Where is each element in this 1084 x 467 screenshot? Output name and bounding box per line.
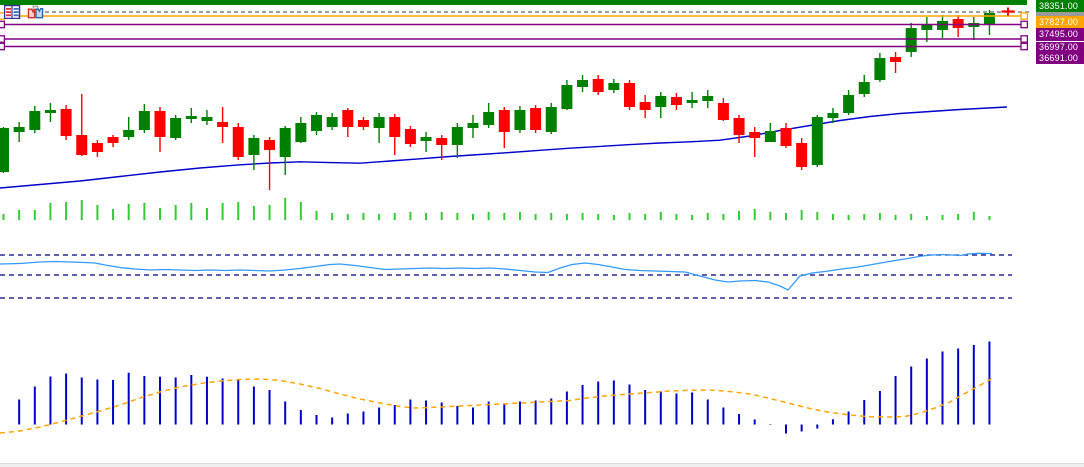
candle-body: [639, 102, 651, 110]
candle-body: [858, 82, 870, 94]
candle-body: [624, 83, 635, 107]
candle-body: [592, 79, 604, 92]
window-bottom-edge: [0, 462, 1084, 467]
candle-body: [138, 111, 150, 130]
candle-body: [514, 110, 526, 130]
macd-signal-line: [0, 377, 994, 434]
price-label-37827: 37827.00: [1036, 15, 1084, 28]
candle-body: [530, 108, 542, 130]
candle-body: [827, 113, 839, 118]
candle-body: [811, 117, 823, 165]
line-handle[interactable]: [1020, 42, 1029, 51]
gray-level-label-strip: [1036, 12, 1084, 16]
candle-body: [373, 117, 385, 128]
candle-body: [404, 129, 416, 144]
candle-body: [436, 138, 448, 145]
candle-body: [154, 111, 166, 137]
oscillator-line: [0, 252, 993, 291]
candle-body: [749, 132, 761, 138]
candle-body: [937, 21, 948, 30]
candle-body: [702, 96, 714, 101]
candle-body: [905, 28, 917, 52]
candle-body: [232, 127, 244, 157]
candle-body: [843, 95, 855, 113]
candle-body: [91, 143, 103, 152]
candle-body: [123, 130, 135, 137]
price-label-38351: 38351.00: [1036, 0, 1084, 12]
line-handle[interactable]: [1020, 12, 1029, 20]
candle-body: [60, 109, 72, 136]
candle-body: [389, 117, 401, 137]
line-handle[interactable]: [1020, 35, 1029, 43]
moving-average-line: [0, 106, 1008, 189]
price-label-36997: 36997.00: [1036, 42, 1084, 53]
candle-body: [952, 19, 964, 28]
candle-body: [796, 143, 808, 167]
candle-body: [686, 100, 698, 103]
candle-body: [29, 111, 41, 130]
candle-body: [890, 57, 902, 62]
price-label-36691: 36691.00: [1036, 52, 1084, 64]
candle-body: [451, 127, 463, 145]
candle-body: [874, 58, 886, 80]
candle-body: [717, 103, 729, 120]
line-handle[interactable]: [0, 42, 6, 51]
candle-body: [342, 110, 354, 127]
candle-body: [733, 118, 745, 135]
line-handle[interactable]: [1020, 20, 1029, 29]
candle-body: [201, 117, 213, 121]
candle-body: [608, 83, 620, 90]
candle-body: [655, 96, 667, 107]
candle-body: [983, 13, 995, 24]
candle-body: [170, 118, 182, 138]
candle-body: [545, 107, 557, 132]
new-chart-icon[interactable]: [27, 5, 44, 19]
candle-body: [577, 80, 589, 87]
candle-body: [420, 137, 432, 141]
candle-body: [921, 25, 933, 30]
chart-toolbar: [4, 5, 44, 19]
line-handle[interactable]: [0, 35, 6, 43]
price-label-37495: 37495.00: [1036, 28, 1084, 41]
candle-body: [467, 123, 479, 128]
candle-body: [76, 135, 88, 155]
candle-body: [780, 128, 792, 146]
candle-body: [0, 128, 9, 172]
candle-body: [44, 110, 56, 113]
candle-body: [326, 117, 338, 127]
candle-body: [498, 110, 510, 132]
candle-body: [670, 97, 682, 105]
candle-body: [295, 123, 307, 142]
candle-body: [311, 115, 322, 131]
line-handle[interactable]: [0, 20, 6, 29]
watchlist-icon[interactable]: [4, 5, 21, 19]
candle-body: [357, 120, 369, 127]
candle-body: [264, 140, 276, 150]
candle-body: [107, 137, 119, 143]
candle-body: [483, 112, 495, 125]
candle-body: [185, 116, 197, 119]
candle-body: [13, 127, 25, 132]
candle-body: [248, 138, 260, 155]
candle-body: [217, 122, 229, 127]
candle-body: [764, 131, 776, 142]
candle-body: [561, 85, 573, 109]
candle-body: [279, 128, 291, 157]
